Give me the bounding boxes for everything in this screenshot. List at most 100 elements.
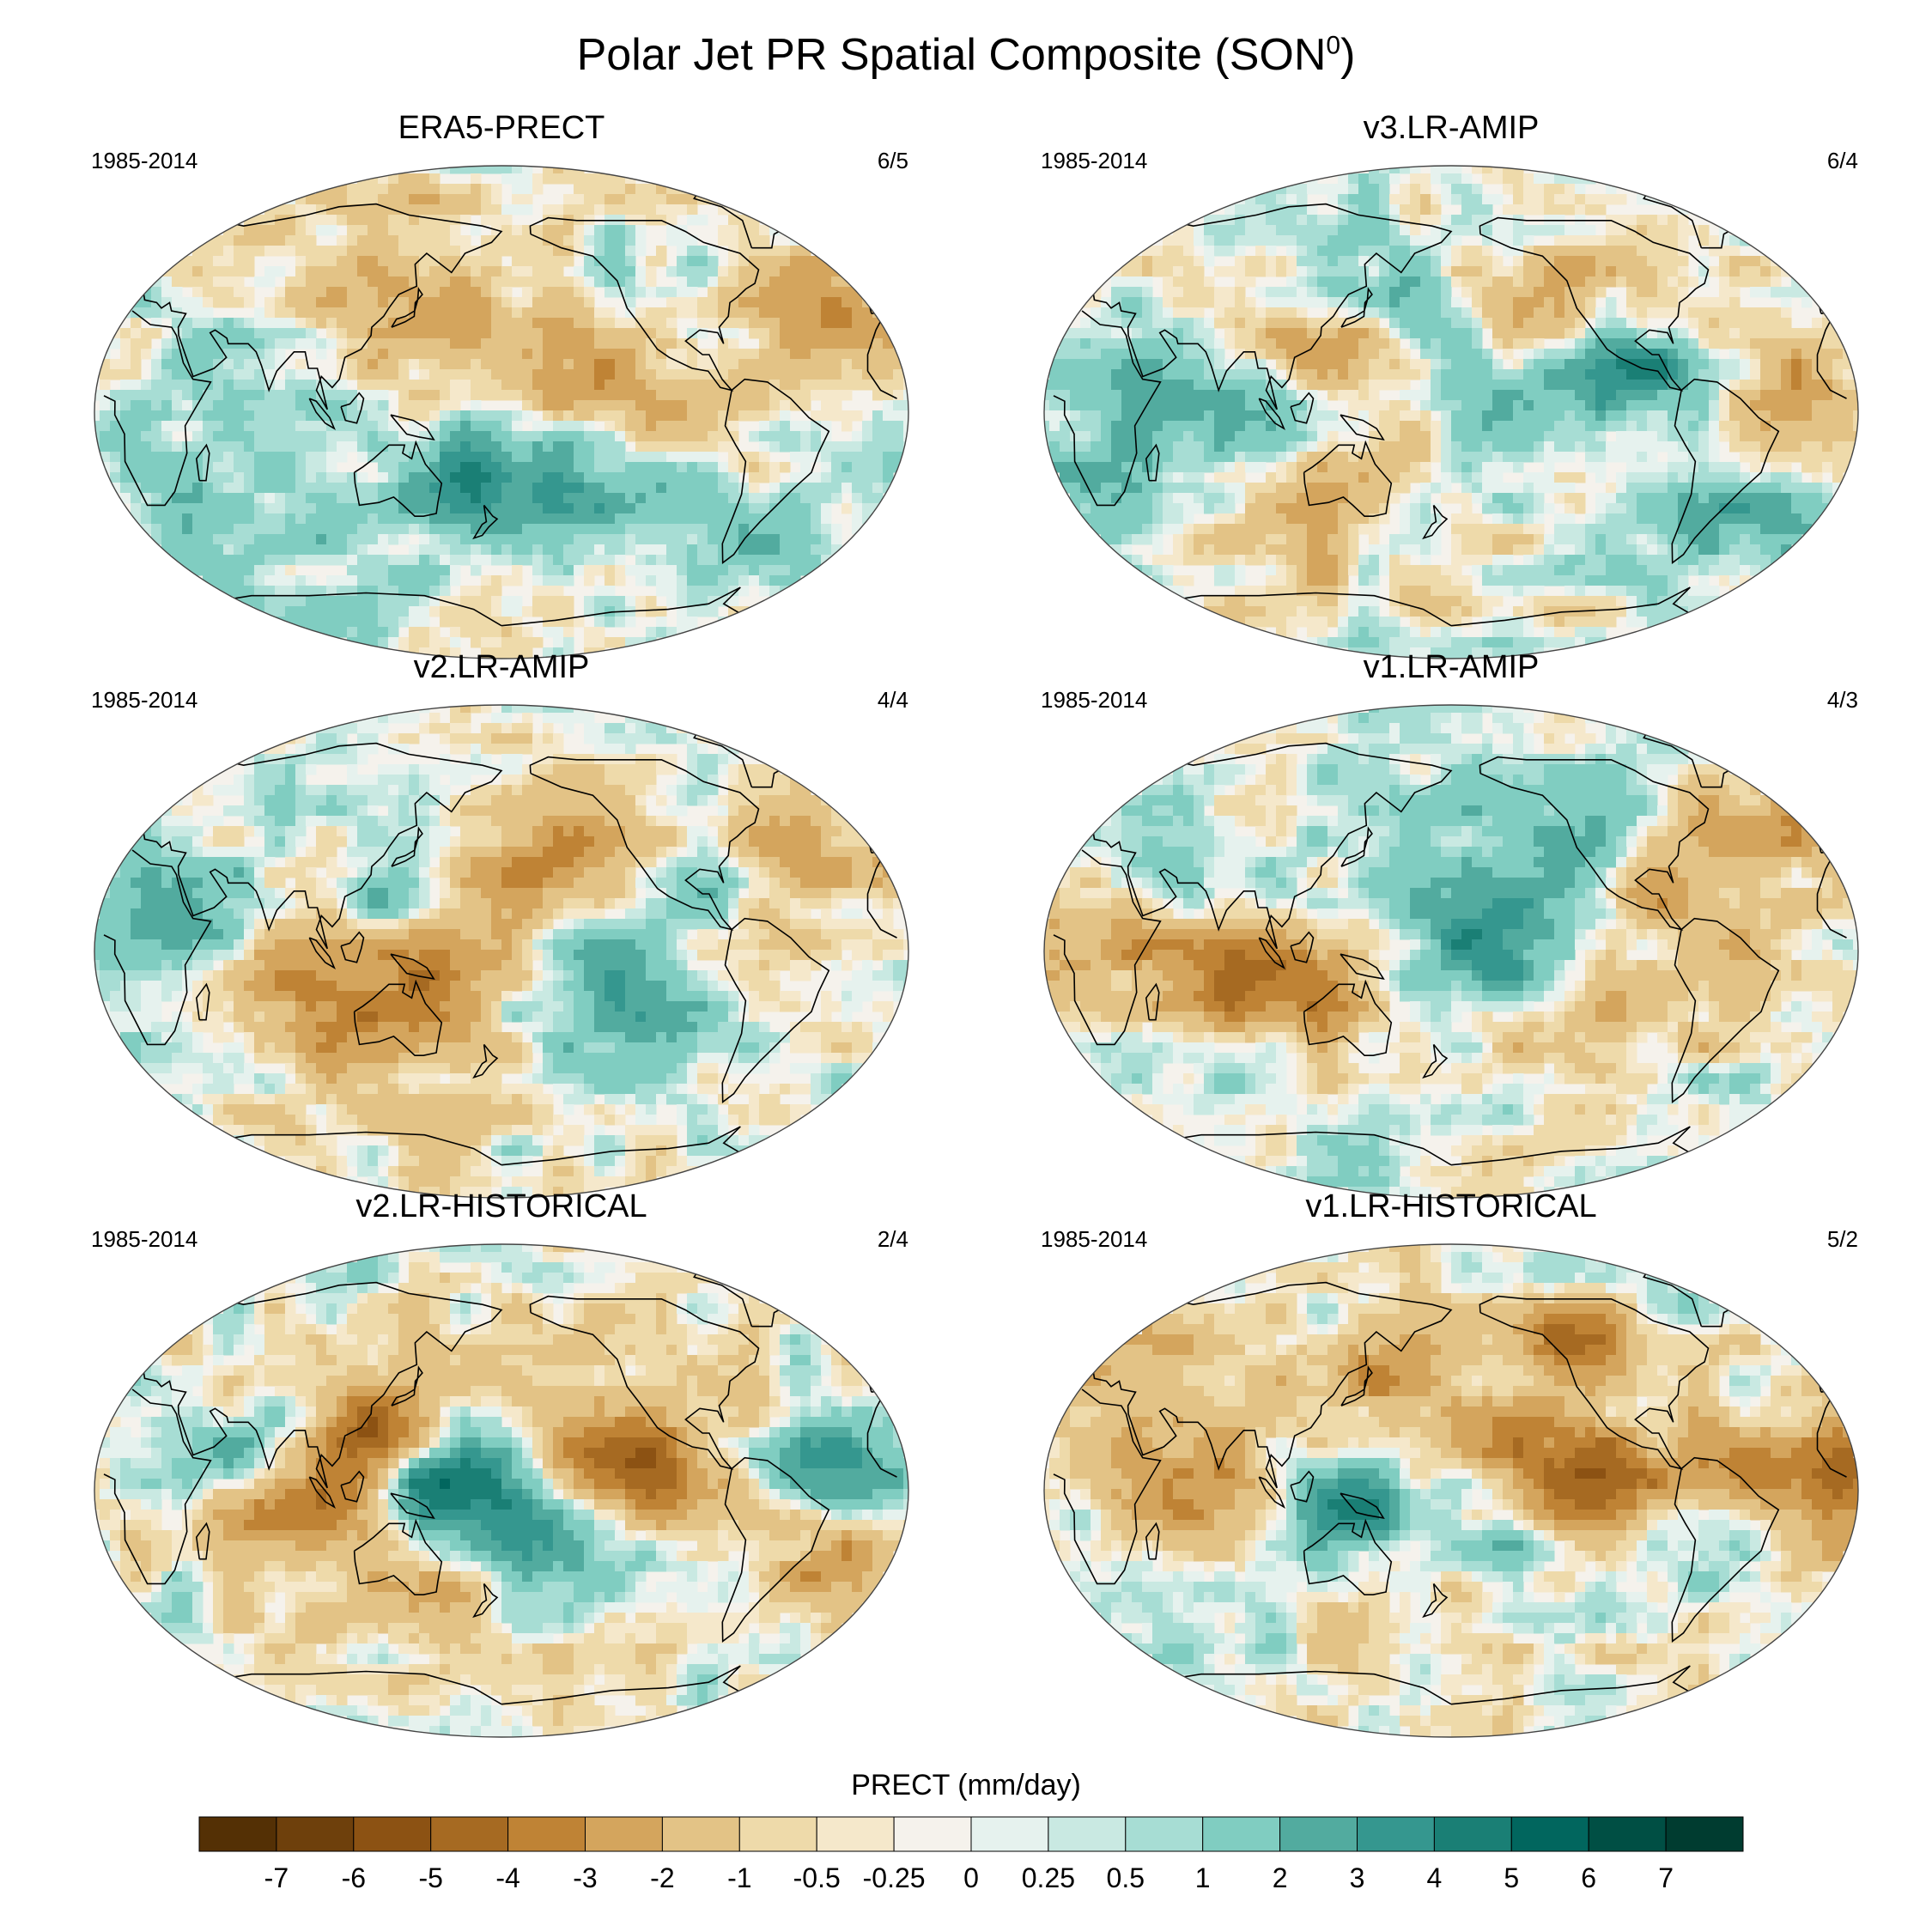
anomaly-cell xyxy=(1606,318,1617,329)
anomaly-cell xyxy=(697,318,708,329)
anomaly-cell xyxy=(491,627,502,638)
anomaly-cell xyxy=(306,483,317,494)
anomaly-cell xyxy=(1595,400,1607,411)
anomaly-cell xyxy=(1461,173,1473,185)
anomaly-cell xyxy=(522,246,533,257)
anomaly-cell xyxy=(1297,338,1308,349)
anomaly-cell xyxy=(1606,503,1617,514)
anomaly-cell xyxy=(1070,380,1081,391)
anomaly-cell xyxy=(223,441,234,453)
anomaly-cell xyxy=(625,297,636,308)
anomaly-cell xyxy=(1245,276,1256,288)
anomaly-cell xyxy=(326,534,337,545)
anomaly-cell xyxy=(1441,462,1452,473)
anomaly-cell xyxy=(852,349,863,360)
anomaly-cell xyxy=(1729,462,1741,473)
anomaly-cell xyxy=(800,369,811,380)
anomaly-cell xyxy=(1647,400,1658,411)
anomaly-cell xyxy=(264,586,276,597)
anomaly-cell xyxy=(1678,380,1689,391)
anomaly-cell xyxy=(1575,256,1586,267)
anomaly-cell xyxy=(1173,452,1184,463)
anomaly-cell xyxy=(841,287,853,298)
anomaly-cell xyxy=(1801,431,1813,442)
anomaly-cell xyxy=(780,369,791,380)
anomaly-cell xyxy=(254,349,265,360)
anomaly-cell xyxy=(800,503,811,514)
anomaly-cell xyxy=(1400,246,1411,257)
anomaly-cell xyxy=(481,349,492,360)
anomaly-cell xyxy=(1286,328,1297,339)
anomaly-cell xyxy=(718,513,729,525)
anomaly-cell xyxy=(1297,390,1308,401)
anomaly-cell xyxy=(738,276,750,288)
anomaly-cell xyxy=(1698,441,1710,453)
anomaly-cell xyxy=(1461,462,1473,473)
anomaly-cell xyxy=(1626,410,1637,422)
anomaly-cell xyxy=(1740,390,1751,401)
anomaly-cell xyxy=(1616,441,1627,453)
anomaly-cell xyxy=(563,318,574,329)
anomaly-cell xyxy=(1070,328,1081,339)
anomaly-cell xyxy=(780,297,791,308)
anomaly-cell xyxy=(872,390,884,401)
anomaly-cell xyxy=(1657,400,1668,411)
anomaly-cell xyxy=(1194,462,1205,473)
anomaly-cell xyxy=(120,400,131,411)
anomaly-cell xyxy=(254,524,265,535)
anomaly-cell xyxy=(337,503,348,514)
anomaly-cell xyxy=(295,225,307,236)
anomaly-cell xyxy=(1513,246,1524,257)
anomaly-cell xyxy=(471,400,482,411)
anomaly-cell xyxy=(1575,287,1586,298)
anomaly-cell xyxy=(790,421,801,432)
anomaly-cell xyxy=(563,276,574,288)
anomaly-cell xyxy=(1307,276,1318,288)
anomaly-cell xyxy=(1554,483,1565,494)
anomaly-cell xyxy=(1338,173,1349,185)
anomaly-cell xyxy=(831,483,842,494)
anomaly-cell xyxy=(584,431,595,442)
anomaly-cell xyxy=(574,235,585,246)
anomaly-cell xyxy=(1637,369,1648,380)
anomaly-cell xyxy=(1369,235,1380,246)
anomaly-cell xyxy=(491,166,502,174)
anomaly-cell xyxy=(440,565,451,576)
anomaly-cell xyxy=(1266,483,1277,494)
anomaly-cell xyxy=(574,369,585,380)
anomaly-cell xyxy=(1348,421,1359,432)
anomaly-cell xyxy=(687,606,698,617)
anomaly-cell xyxy=(708,441,719,453)
anomaly-cell xyxy=(1781,503,1792,514)
anomaly-cell xyxy=(1503,503,1514,514)
anomaly-cell xyxy=(501,524,513,535)
anomaly-cell xyxy=(1142,390,1153,401)
anomaly-cell xyxy=(316,544,327,556)
anomaly-cell xyxy=(306,380,317,391)
anomaly-cell xyxy=(471,184,482,195)
anomaly-cell xyxy=(192,380,204,391)
anomaly-cell xyxy=(1832,421,1844,432)
anomaly-cell xyxy=(532,266,544,277)
anomaly-cell xyxy=(450,287,461,298)
anomaly-cell xyxy=(728,256,739,267)
anomaly-cell xyxy=(161,338,173,349)
anomaly-cell xyxy=(563,225,574,236)
anomaly-cell xyxy=(563,441,574,453)
anomaly-cell xyxy=(326,524,337,535)
anomaly-cell xyxy=(1719,380,1730,391)
anomaly-cell xyxy=(161,462,173,473)
anomaly-cell xyxy=(264,596,276,607)
anomaly-cell xyxy=(1750,318,1761,329)
anomaly-cell xyxy=(1060,462,1071,473)
anomaly-cell xyxy=(749,215,760,226)
anomaly-cell xyxy=(1369,297,1380,308)
anomaly-cell xyxy=(378,369,389,380)
anomaly-cell xyxy=(450,204,461,216)
anomaly-cell xyxy=(1534,369,1545,380)
anomaly-cell xyxy=(223,328,234,339)
anomaly-cell xyxy=(1091,390,1102,401)
anomaly-cell xyxy=(584,359,595,370)
anomaly-cell xyxy=(1142,513,1153,525)
anomaly-cell xyxy=(584,266,595,277)
